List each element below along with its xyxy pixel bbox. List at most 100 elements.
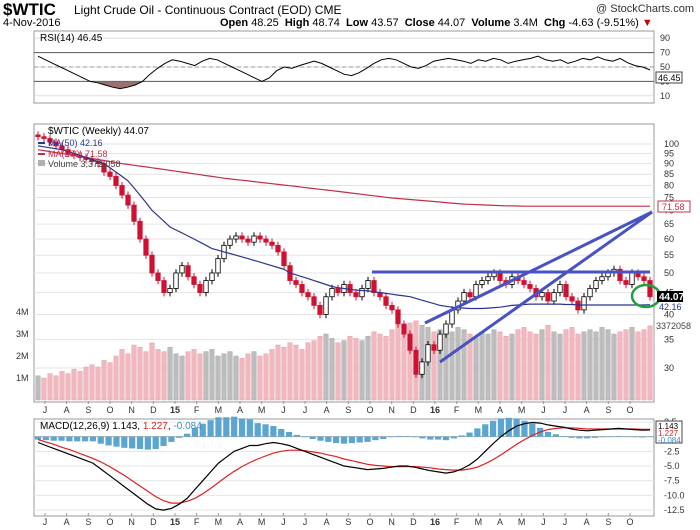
candle-body [485,276,491,281]
macd-panel: 2.50.0-2.5-5.0-7.5-10.0-12.5 MACD(12,26,… [33,416,685,517]
macd-hist-bar [474,428,481,437]
candle-body [323,296,329,315]
month-label: O [366,517,373,527]
month-label: A [584,405,590,415]
macd-hist-bar [623,436,630,438]
month-label: S [85,405,91,415]
candle-body [413,349,419,375]
month-label: A [497,517,503,527]
month-label: J [43,405,48,415]
macd-tick-label: -5.0 [664,461,680,471]
volume-last-label: 3372058 [656,321,691,331]
candle-body [641,276,647,281]
macd-hist-bar [50,436,57,441]
price-tick-label: 65 [664,219,674,229]
volume-bar [209,349,215,401]
volume-bar [431,331,437,401]
rsi-tick-label: 90 [660,33,670,43]
month-label: N [128,517,135,527]
volume-bar [527,331,533,401]
candle-body [233,235,239,240]
macd-hist-bar [81,436,89,442]
month-label: M [215,517,223,527]
month-label: A [497,405,503,415]
volume-bar [275,344,281,401]
candle-body [587,288,593,298]
candle-body [35,134,41,138]
ma200-legend: MA(200) 71.58 [48,149,108,159]
chg-label: Chg [544,17,566,29]
volume-bar [365,335,371,401]
candle-body [569,296,575,302]
macd-hist-bar [58,436,65,441]
macd-histogram [34,416,654,450]
volume-bar [455,327,461,401]
ma50-legend: MA(50) 42.16 [48,138,103,148]
month-label: J [303,517,308,527]
volume-bar [539,329,545,401]
candle-body [161,280,167,293]
macd-last-3: -0.084 [658,436,681,445]
macd-frame [33,418,655,517]
candle-body [227,238,233,246]
volume-bar [239,357,245,401]
candle-body [647,280,653,298]
volume-bar [191,349,197,401]
symbol[interactable]: $WTIC [3,0,56,19]
macd-hist-bar [215,417,222,437]
candle-body [359,288,365,298]
month-label: J [303,405,308,415]
macd-hist-bar [646,436,654,438]
macd-hist-bar [74,436,81,442]
month-label: A [237,517,243,527]
macd-legend-hist: -0.084 [173,421,202,432]
volume-bar [47,373,53,401]
channel-upper-line [424,210,653,325]
macd-hist-bar [529,423,536,437]
candle-body [137,220,143,240]
macd-hist-bar [301,436,308,438]
candle-body [275,244,281,253]
candle-body [479,280,485,285]
chg-down-arrow-icon: ▼ [641,17,653,29]
volume-bar [479,331,485,401]
month-label: J [563,517,568,527]
candle-body [179,265,185,274]
candle-body [497,272,503,281]
month-label: A [324,517,330,527]
volume-bar [461,329,467,401]
volume-bar [125,353,131,401]
macd-hist-bar [121,436,128,448]
month-label: J [563,405,568,415]
ma200-line [37,149,650,207]
candle-body [305,292,311,298]
volume-bar [89,364,95,401]
volume-bar [131,344,137,401]
rsi-panel: 9070503010 RSI(14) 46.45 46.45 [33,30,683,104]
volume-bar [143,351,149,401]
macd-hist-bar [325,436,332,442]
candle-body [635,272,641,278]
candle-body [245,238,251,243]
macd-hist-bar [254,423,261,437]
macd-hist-bar [552,434,559,437]
candle-body [203,280,209,293]
macd-legend: MACD(12,26,9) 1.143, 1.227, -0.084 [40,421,202,432]
volume-bar [389,329,395,401]
macd-hist-bar [356,436,363,443]
month-label: J [541,405,546,415]
volume-bar [71,368,77,401]
volume-bar [467,333,473,401]
candle-body [353,292,359,298]
candle-body [167,288,173,293]
month-label: 16 [430,405,440,415]
candle-body [281,251,287,267]
month-label: F [194,405,200,415]
volume-bar [497,331,503,401]
month-label: N [128,405,135,415]
macd-line [37,421,651,511]
exchange: CME [314,3,342,17]
rsi-last-box [655,71,683,84]
volume-bar [533,333,539,401]
macd-last-box [655,420,683,444]
